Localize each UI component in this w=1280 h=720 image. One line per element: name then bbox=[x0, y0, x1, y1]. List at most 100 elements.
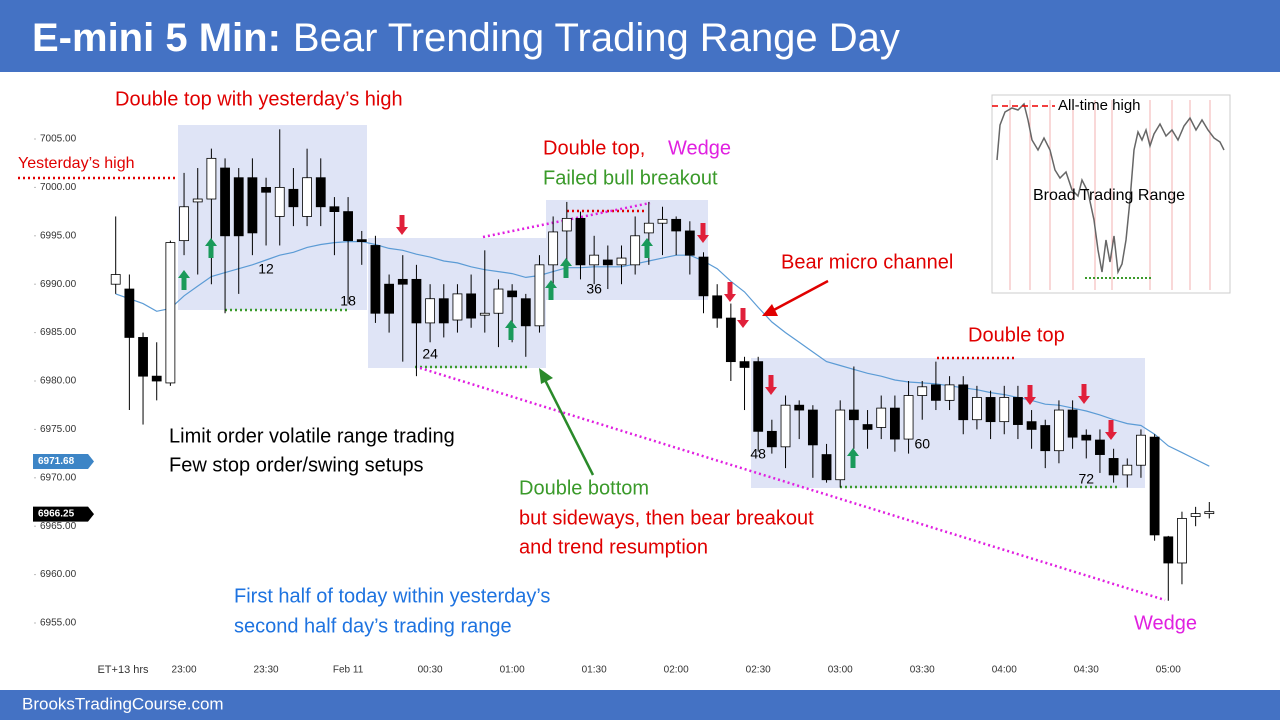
y-tick-label: 6970.00 bbox=[40, 472, 77, 483]
y-tick-label: 6955.00 bbox=[40, 618, 77, 629]
down-arrow bbox=[765, 375, 777, 395]
down-arrow bbox=[1024, 385, 1036, 405]
candle-body bbox=[835, 409, 846, 481]
candle-body bbox=[972, 397, 982, 421]
candle-body bbox=[999, 397, 1010, 423]
annotation: and trend resumption bbox=[519, 536, 708, 558]
candle-body bbox=[889, 407, 900, 440]
footer: BrooksTradingCourse.com bbox=[22, 694, 224, 713]
candle-body bbox=[931, 384, 941, 401]
annotation: Few stop order/swing setups bbox=[169, 454, 424, 476]
down-arrow bbox=[737, 308, 749, 328]
candle-body bbox=[1108, 458, 1119, 476]
candle-body bbox=[534, 264, 545, 327]
candle-body bbox=[1177, 518, 1187, 564]
candle-body bbox=[944, 384, 955, 401]
candle-body bbox=[397, 278, 408, 285]
candle-body bbox=[124, 288, 135, 338]
candle-body bbox=[302, 177, 312, 217]
candle-body bbox=[151, 375, 162, 382]
down-arrow bbox=[697, 223, 709, 243]
candle-body bbox=[602, 259, 613, 266]
candle-body bbox=[179, 206, 189, 242]
candle-body bbox=[165, 242, 176, 384]
x-tick-label: Feb 11 bbox=[333, 665, 364, 676]
candle-body bbox=[1067, 409, 1078, 438]
price-tag bbox=[33, 506, 94, 522]
x-tick-label: 02:00 bbox=[664, 665, 689, 676]
candle-body bbox=[548, 231, 559, 266]
candle-body bbox=[821, 454, 832, 481]
x-tick-label: 23:00 bbox=[172, 665, 197, 676]
x-tick-label: 23:30 bbox=[254, 665, 279, 676]
candle-body bbox=[1149, 436, 1160, 536]
footer-band bbox=[0, 690, 1280, 720]
callout-arrow bbox=[541, 375, 595, 476]
candle-body bbox=[985, 397, 996, 423]
y-tick-label: 6985.00 bbox=[40, 327, 77, 338]
up-arrow bbox=[178, 270, 190, 290]
candle-body bbox=[466, 293, 477, 319]
annotation: First half of today within yesterday’s bbox=[234, 585, 550, 607]
bar-count-label: 18 bbox=[340, 293, 356, 309]
candle-body bbox=[384, 283, 395, 314]
inset-legend: All-time high bbox=[1058, 97, 1141, 114]
guide-line bbox=[419, 366, 1166, 602]
price-tag-label: 6966.25 bbox=[38, 509, 75, 520]
candle-body bbox=[261, 186, 271, 193]
candle-body bbox=[1026, 421, 1037, 430]
candle-body bbox=[1122, 464, 1133, 476]
annotation: Limit order volatile range trading bbox=[169, 425, 455, 447]
candle-body bbox=[425, 298, 436, 324]
candle-body bbox=[247, 177, 258, 234]
candle-body bbox=[206, 157, 217, 200]
down-arrow bbox=[396, 215, 408, 235]
candle-body bbox=[356, 239, 367, 243]
callout-arrowhead bbox=[539, 368, 553, 384]
annotation: Wedge bbox=[668, 137, 731, 159]
annotation: Failed bull breakout bbox=[543, 167, 718, 189]
candle-body bbox=[876, 407, 887, 428]
candle-body bbox=[192, 198, 203, 203]
y-tick-label: 7005.00 bbox=[40, 134, 77, 145]
candle-body bbox=[479, 312, 490, 316]
candle-body bbox=[657, 218, 668, 224]
bar-count-label: 36 bbox=[586, 281, 602, 297]
candle-body bbox=[493, 288, 504, 314]
inset: All-time high Broad Trading Range bbox=[991, 94, 1231, 294]
candle-body bbox=[807, 409, 818, 446]
down-arrow bbox=[724, 282, 736, 302]
x-tick-label: 00:30 bbox=[418, 665, 443, 676]
x-tick-label: 02:30 bbox=[746, 665, 771, 676]
callout-arrow bbox=[769, 279, 829, 314]
x-tick-label: 01:30 bbox=[582, 665, 607, 676]
candle-body bbox=[315, 177, 326, 208]
annotation: Double top bbox=[968, 324, 1065, 346]
inset-price bbox=[996, 102, 1225, 275]
candle-body bbox=[274, 186, 285, 217]
candle-body bbox=[1136, 434, 1146, 466]
candle-body bbox=[233, 177, 244, 237]
candle-body bbox=[1095, 439, 1105, 455]
title-main: Bear Trending Trading Range Day bbox=[293, 16, 900, 60]
title: E-mini 5 Min: Bear Trending Trading Range… bbox=[32, 16, 900, 60]
candle-body bbox=[1081, 434, 1092, 441]
candle-body bbox=[753, 361, 764, 432]
up-arrow bbox=[205, 238, 217, 258]
y-tick-label: 6980.00 bbox=[40, 376, 77, 387]
candle-body bbox=[575, 217, 586, 266]
bar-count-label: 60 bbox=[914, 436, 930, 452]
candle-body bbox=[1013, 397, 1023, 425]
annotation: second half day’s trading range bbox=[234, 615, 512, 637]
y-tick-label: 6975.00 bbox=[40, 424, 77, 435]
up-arrow bbox=[560, 258, 572, 278]
y-tick-label: 6995.00 bbox=[40, 230, 77, 241]
bar-count-label: 72 bbox=[1078, 471, 1094, 487]
candle-body bbox=[520, 298, 531, 327]
x-axis-label: ET+13 hrs bbox=[97, 664, 149, 676]
up-arrow bbox=[505, 320, 517, 340]
candle-body bbox=[862, 424, 873, 430]
annotation: Bear micro channel bbox=[781, 251, 953, 273]
candle-body bbox=[630, 235, 641, 266]
x-tick-label: 05:00 bbox=[1156, 665, 1181, 676]
